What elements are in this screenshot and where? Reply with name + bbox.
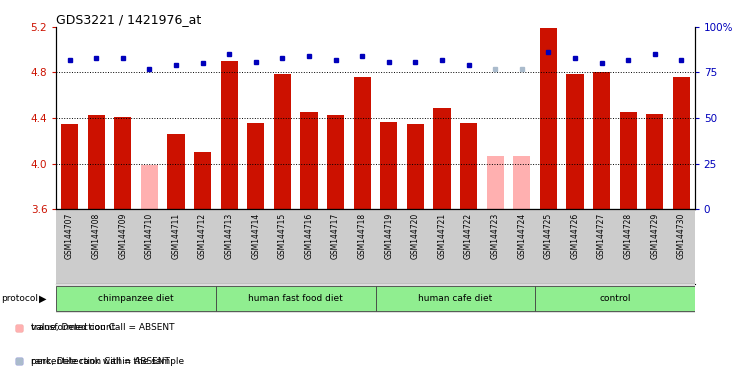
Text: GSM144728: GSM144728 [623, 213, 632, 259]
Bar [620, 113, 637, 209]
Text: GSM144713: GSM144713 [225, 213, 234, 259]
Text: GSM144712: GSM144712 [198, 213, 207, 259]
Text: transformed count: transformed count [31, 323, 116, 332]
Text: GSM144708: GSM144708 [92, 213, 101, 259]
Bar [300, 113, 318, 209]
Text: percentile rank within the sample: percentile rank within the sample [31, 357, 184, 366]
Text: value, Detection Call = ABSENT: value, Detection Call = ABSENT [31, 323, 174, 332]
Text: GSM144722: GSM144722 [464, 213, 473, 259]
Text: GSM144719: GSM144719 [385, 213, 394, 259]
Text: human fast food diet: human fast food diet [249, 294, 343, 303]
Text: rank, Detection Call = ABSENT: rank, Detection Call = ABSENT [31, 357, 170, 366]
Text: GSM144727: GSM144727 [597, 213, 606, 259]
Text: GSM144718: GSM144718 [357, 213, 366, 259]
Text: GSM144710: GSM144710 [145, 213, 154, 259]
Bar [327, 115, 344, 209]
Bar [593, 73, 611, 209]
Text: ▶: ▶ [39, 293, 47, 304]
Text: GSM144717: GSM144717 [331, 213, 340, 259]
Bar [354, 77, 371, 209]
Bar [540, 28, 557, 209]
Text: GSM144711: GSM144711 [171, 213, 180, 259]
Bar [376, 286, 535, 311]
Text: GSM144714: GSM144714 [252, 213, 261, 259]
Bar [221, 61, 238, 209]
Text: GSM144709: GSM144709 [119, 213, 128, 260]
Text: GDS3221 / 1421976_at: GDS3221 / 1421976_at [56, 13, 201, 26]
Bar [673, 77, 690, 209]
Bar [140, 165, 158, 209]
Bar [487, 156, 504, 209]
Text: GSM144707: GSM144707 [65, 213, 74, 260]
Bar [216, 286, 376, 311]
Text: GSM144726: GSM144726 [571, 213, 580, 259]
Text: GSM144716: GSM144716 [304, 213, 313, 259]
Bar [167, 134, 185, 209]
Bar [88, 115, 105, 209]
Text: GSM144720: GSM144720 [411, 213, 420, 259]
Text: control: control [599, 294, 631, 303]
Bar [274, 74, 291, 209]
Text: GSM144723: GSM144723 [490, 213, 499, 259]
Bar [566, 74, 584, 209]
Text: chimpanzee diet: chimpanzee diet [98, 294, 174, 303]
Bar [380, 121, 397, 209]
Bar [61, 124, 78, 209]
Bar [535, 286, 695, 311]
Bar [513, 156, 530, 209]
Text: GSM144721: GSM144721 [438, 213, 447, 259]
Bar [407, 124, 424, 209]
Text: GSM144715: GSM144715 [278, 213, 287, 259]
Text: GSM144725: GSM144725 [544, 213, 553, 259]
Bar [114, 117, 131, 209]
Bar [247, 122, 264, 209]
Bar [433, 108, 451, 209]
Text: GSM144724: GSM144724 [517, 213, 526, 259]
Text: human cafe diet: human cafe diet [418, 294, 493, 303]
Text: GSM144730: GSM144730 [677, 213, 686, 260]
Text: protocol: protocol [2, 294, 38, 303]
Text: GSM144729: GSM144729 [650, 213, 659, 259]
Bar [194, 152, 211, 209]
Bar [460, 122, 477, 209]
Bar [646, 114, 663, 209]
Bar [56, 286, 216, 311]
